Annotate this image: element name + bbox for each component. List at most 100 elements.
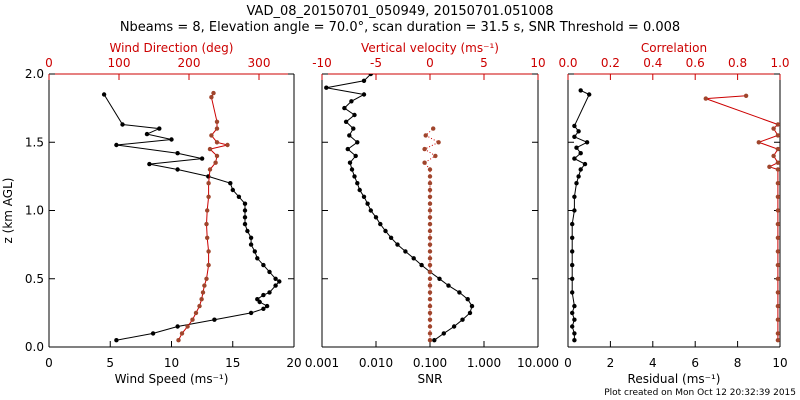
- series-bottom: [570, 88, 592, 343]
- data-point: [576, 174, 581, 179]
- data-point: [572, 134, 577, 139]
- data-point: [209, 133, 214, 138]
- data-point: [775, 194, 780, 199]
- data-point: [446, 283, 451, 288]
- data-point: [267, 269, 272, 275]
- data-point: [242, 221, 248, 227]
- data-point: [572, 156, 577, 161]
- data-point: [427, 208, 433, 213]
- data-point: [419, 262, 424, 268]
- top-tick-label: 300: [248, 56, 271, 70]
- data-point: [775, 181, 780, 186]
- data-point: [255, 256, 260, 261]
- data-point: [451, 324, 457, 329]
- data-point: [353, 153, 358, 159]
- y-tick-label: 0.5: [25, 272, 44, 286]
- data-point: [355, 181, 360, 186]
- data-point: [228, 181, 233, 186]
- data-point: [144, 131, 150, 137]
- data-point: [570, 235, 575, 240]
- data-point: [427, 167, 433, 172]
- data-point: [357, 187, 362, 193]
- x-tick-label: 20: [286, 356, 301, 370]
- data-point: [245, 228, 250, 234]
- data-point: [355, 140, 360, 145]
- data-point: [213, 160, 218, 165]
- series-line: [423, 128, 440, 341]
- data-point: [206, 181, 211, 186]
- data-point: [214, 153, 220, 159]
- data-point: [427, 317, 433, 322]
- data-point: [197, 303, 202, 309]
- x-tick-label: 15: [225, 356, 240, 370]
- data-point: [427, 338, 433, 343]
- data-point: [467, 310, 473, 316]
- top-tick-label: -10: [312, 56, 332, 70]
- data-point: [427, 290, 433, 295]
- data-point: [207, 167, 213, 172]
- data-point: [427, 201, 433, 206]
- data-point: [775, 303, 780, 309]
- data-point: [578, 88, 583, 93]
- data-point: [427, 249, 433, 254]
- data-point: [207, 146, 213, 152]
- data-point: [179, 331, 185, 336]
- snr-panel: 0.001 0.010 0.100 1.000 10.000 SNR -10 -5 0 5 10 Ve…: [305, 41, 559, 386]
- data-point: [572, 123, 577, 129]
- data-point: [570, 221, 575, 227]
- data-point: [349, 167, 355, 172]
- series-bottom: [101, 92, 282, 343]
- data-point: [432, 338, 437, 343]
- data-point: [206, 262, 211, 268]
- data-point: [373, 215, 379, 220]
- data-point: [209, 95, 214, 100]
- top-tick-label: 0.8: [728, 56, 747, 70]
- data-point: [775, 208, 780, 213]
- data-point: [427, 215, 433, 220]
- data-point: [388, 235, 394, 240]
- data-point: [273, 276, 278, 281]
- data-point: [427, 221, 433, 227]
- data-point: [383, 228, 388, 234]
- data-point: [775, 167, 780, 172]
- data-point: [230, 187, 235, 193]
- data-point: [261, 262, 266, 268]
- top-tick-label: 0.4: [643, 56, 662, 70]
- data-point: [236, 194, 242, 199]
- data-point: [578, 151, 583, 156]
- data-point: [775, 235, 780, 240]
- data-point: [361, 194, 367, 199]
- data-point: [200, 290, 206, 295]
- data-point: [427, 187, 433, 193]
- data-point: [277, 279, 282, 284]
- data-point: [570, 249, 575, 254]
- series-bottom: [324, 74, 475, 343]
- data-point: [347, 160, 353, 165]
- data-point: [261, 306, 266, 311]
- data-point: [422, 146, 427, 152]
- data-point: [465, 297, 470, 302]
- data-point: [248, 235, 254, 240]
- data-point: [255, 297, 260, 302]
- data-point: [427, 262, 433, 268]
- data-point: [190, 317, 195, 322]
- data-point: [775, 331, 780, 336]
- top-axis-label: Wind Direction (deg): [110, 41, 234, 55]
- data-point: [427, 303, 433, 309]
- data-point: [214, 119, 220, 125]
- data-point: [368, 74, 373, 77]
- data-point: [436, 140, 441, 145]
- data-point: [427, 194, 433, 199]
- data-point: [572, 331, 577, 336]
- data-point: [574, 181, 579, 186]
- data-point: [176, 338, 181, 343]
- y-axis-label: z (km AGL): [1, 178, 15, 244]
- data-point: [214, 140, 220, 145]
- data-point: [775, 338, 780, 343]
- data-point: [427, 235, 433, 240]
- data-point: [361, 92, 367, 97]
- top-tick-label: 0.2: [601, 56, 620, 70]
- data-point: [324, 85, 329, 90]
- data-point: [427, 256, 433, 261]
- data-point: [775, 249, 780, 254]
